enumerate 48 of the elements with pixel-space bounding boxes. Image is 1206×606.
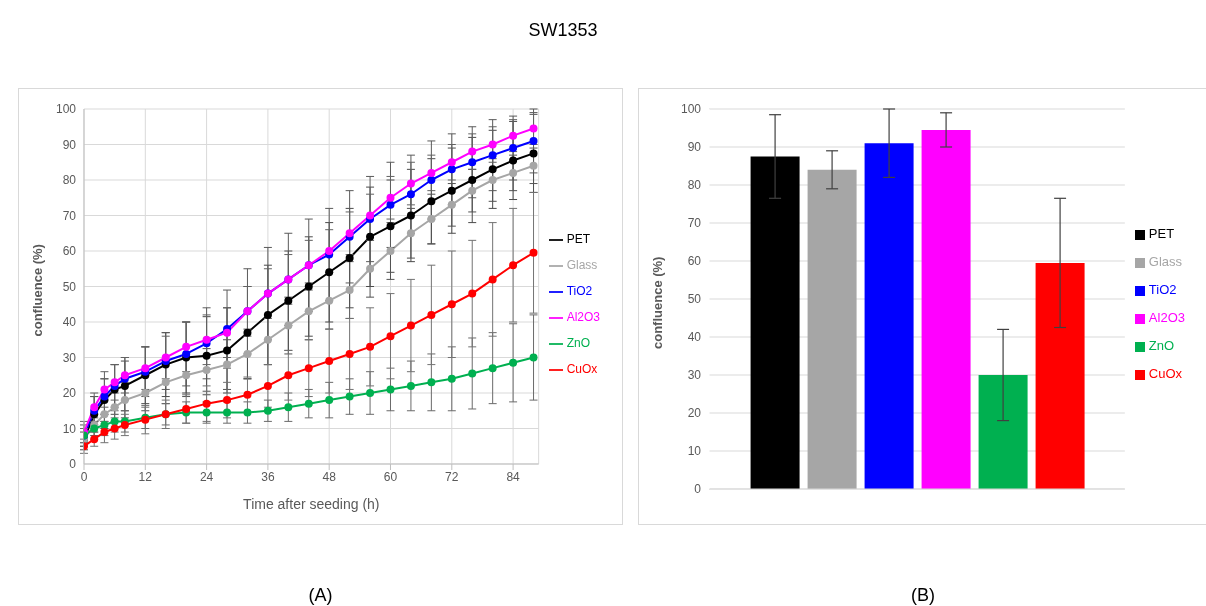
text: (B) — [910, 585, 936, 606]
legend-label: PET — [566, 232, 590, 246]
y-axis-title: confluence (%) — [29, 244, 45, 337]
y-tick-label: 40 — [687, 330, 702, 345]
x-axis-title: Time after seeding (h) — [243, 496, 380, 512]
y-tick-label: 0 — [69, 457, 77, 472]
x-tick-label: 84 — [506, 469, 521, 484]
y-tick-label: 70 — [62, 208, 77, 223]
x-tick-label: 36 — [261, 469, 275, 484]
legend-label: Glass — [566, 258, 598, 272]
x-tick-label: 12 — [138, 469, 153, 484]
y-tick-label: 30 — [687, 368, 702, 383]
legend-label: CuOx — [566, 362, 598, 376]
y-tick-label: 30 — [62, 350, 77, 365]
y-axis-title: confluence (%) — [649, 256, 665, 349]
legend-label: PET — [1148, 226, 1175, 241]
x-tick-label: 0 — [80, 469, 88, 484]
y-tick-label: 10 — [62, 421, 77, 436]
y-tick-label: 90 — [687, 140, 702, 155]
y-tick-label: 80 — [62, 173, 77, 188]
y-tick-label: 70 — [687, 216, 702, 231]
legend-label: ZnO — [566, 336, 590, 350]
legend-label: TiO2 — [1148, 282, 1177, 297]
x-tick-label: 60 — [383, 469, 398, 484]
x-tick-label: 72 — [445, 469, 459, 484]
y-tick-label: 60 — [687, 254, 702, 269]
x-tick-label: 48 — [322, 469, 337, 484]
y-tick-label: 100 — [680, 102, 702, 117]
legend-label: Al2O3 — [1148, 310, 1185, 325]
y-tick-label: 0 — [694, 482, 702, 497]
legend-label: TiO2 — [566, 284, 593, 298]
y-tick-label: 10 — [687, 444, 702, 459]
y-tick-label: 80 — [687, 178, 702, 193]
y-tick-label: 60 — [62, 244, 77, 259]
legend-label: Al2O3 — [566, 310, 600, 324]
legend-label: ZnO — [1148, 338, 1175, 353]
legend-label: Glass — [1148, 254, 1183, 269]
y-tick-label: 40 — [62, 315, 77, 330]
text: (A) — [307, 585, 334, 606]
y-tick-label: 90 — [62, 137, 77, 152]
y-tick-label: 50 — [687, 292, 702, 307]
legend-label: CuOx — [1148, 366, 1183, 381]
y-tick-label: 100 — [55, 102, 77, 117]
y-tick-label: 20 — [62, 386, 77, 401]
y-tick-label: 20 — [687, 406, 702, 421]
chart-title: SW1353 — [527, 20, 599, 41]
x-tick-label: 24 — [199, 469, 214, 484]
y-tick-label: 50 — [62, 279, 77, 294]
